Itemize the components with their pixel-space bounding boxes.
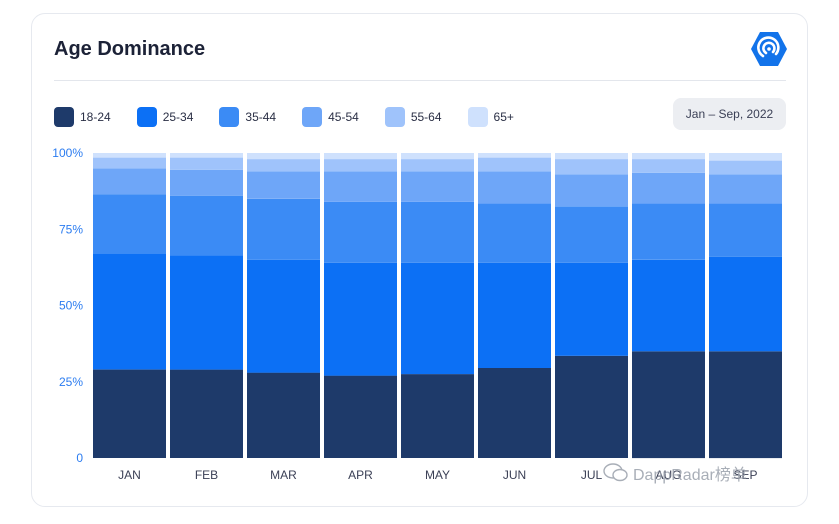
bar-segment-55-64-jan[interactable]: [93, 157, 166, 169]
bar-segment-45-54-jun[interactable]: [478, 171, 551, 204]
x-tick-label: APR: [348, 468, 373, 482]
bar-segment-25-34-sep[interactable]: [709, 256, 782, 352]
legend-swatch: [467, 107, 488, 127]
bar-segment-18-24-feb[interactable]: [170, 369, 243, 458]
bar-segment-35-44-feb[interactable]: [170, 195, 243, 256]
legend-item-65-plus[interactable]: 65+: [467, 107, 514, 127]
x-tick-label: JUN: [503, 468, 526, 482]
bar-segment-55-64-jun[interactable]: [478, 157, 551, 172]
bar-segment-45-54-jul[interactable]: [555, 174, 628, 207]
y-tick-label: 75%: [59, 222, 83, 236]
bar-segment-35-44-apr[interactable]: [324, 201, 397, 263]
bar-segment-45-54-mar[interactable]: [247, 171, 320, 199]
legend-label: 35-44: [245, 110, 277, 124]
legend-item-55-64[interactable]: 55-64: [384, 107, 442, 127]
bar-segment-35-44-jul[interactable]: [555, 206, 628, 263]
x-tick-label: MAY: [425, 468, 450, 482]
bar-segment-25-34-mar[interactable]: [247, 259, 320, 373]
bar-segment-18-24-apr[interactable]: [324, 375, 397, 458]
legend: 18-24 25-34 35-44 45-54 55-64 65+: [54, 106, 540, 128]
bar-segment-18-24-may[interactable]: [401, 374, 474, 458]
bar-segment-45-54-feb[interactable]: [170, 169, 243, 196]
dappradar-logo-icon: [751, 32, 787, 66]
bar-segment-65-plus-feb[interactable]: [170, 153, 243, 158]
bar-segment-65-plus-apr[interactable]: [324, 153, 397, 160]
bar-segment-55-64-feb[interactable]: [170, 157, 243, 170]
x-tick-label: JAN: [118, 468, 141, 482]
page-title: Age Dominance: [54, 38, 206, 60]
bar-segment-18-24-sep[interactable]: [709, 351, 782, 459]
legend-swatch: [136, 107, 157, 127]
bar-segment-45-54-jan[interactable]: [93, 168, 166, 195]
bar-segment-65-plus-jul[interactable]: [555, 153, 628, 160]
legend-label: 45-54: [328, 110, 359, 124]
x-tick-label: JUL: [581, 468, 603, 482]
legend-label: 18-24: [80, 110, 111, 124]
bar-segment-25-34-aug[interactable]: [632, 259, 705, 352]
bar-segment-35-44-jan[interactable]: [93, 194, 166, 254]
legend-swatch: [302, 107, 323, 127]
bar-segment-45-54-sep[interactable]: [709, 174, 782, 204]
bar-segment-65-plus-sep[interactable]: [709, 153, 782, 161]
bar-segment-18-24-aug[interactable]: [632, 351, 705, 459]
bar-segment-65-plus-mar[interactable]: [247, 153, 320, 160]
bar-segment-25-34-feb[interactable]: [170, 255, 243, 370]
legend-swatch: [54, 107, 74, 127]
legend-item-18-24[interactable]: 18-24: [54, 107, 111, 127]
bar-segment-45-54-aug[interactable]: [632, 172, 705, 204]
bar-segment-35-44-may[interactable]: [401, 201, 474, 263]
legend-swatch: [384, 107, 405, 127]
bar-segment-65-plus-jan[interactable]: [93, 153, 166, 158]
bar-segment-55-64-apr[interactable]: [324, 159, 397, 172]
legend-label: 55-64: [410, 110, 442, 124]
bar-segment-35-44-sep[interactable]: [709, 203, 782, 257]
legend-swatch: [219, 107, 240, 127]
bar-segment-55-64-sep[interactable]: [709, 160, 782, 175]
y-tick-label: 50%: [59, 299, 83, 313]
bar-segment-55-64-jul[interactable]: [555, 159, 628, 175]
bar-segment-45-54-may[interactable]: [401, 171, 474, 202]
bar-segment-35-44-jun[interactable]: [478, 203, 551, 263]
bar-segment-25-34-may[interactable]: [401, 262, 474, 375]
x-tick-label: MAR: [270, 468, 297, 482]
legend-label: 65+: [493, 110, 514, 124]
x-tick-label: SEP: [733, 468, 757, 482]
bar-segment-18-24-jan[interactable]: [93, 369, 166, 458]
bar-segment-45-54-apr[interactable]: [324, 171, 397, 202]
header-divider: [54, 80, 786, 81]
y-tick-label: 0: [76, 451, 83, 465]
legend-label: 25-34: [162, 110, 194, 124]
bar-segment-65-plus-aug[interactable]: [632, 153, 705, 160]
x-tick-label: AUG: [655, 468, 681, 482]
y-tick-label: 100%: [52, 146, 83, 160]
bar-segment-18-24-jul[interactable]: [555, 355, 628, 458]
bar-segment-65-plus-may[interactable]: [401, 153, 474, 160]
wechat-icon: [603, 463, 628, 482]
bar-segment-25-34-jul[interactable]: [555, 262, 628, 356]
legend-item-35-44[interactable]: 35-44: [219, 107, 276, 127]
x-tick-label: FEB: [195, 468, 218, 482]
legend-item-45-54[interactable]: 45-54: [302, 107, 359, 127]
bar-segment-35-44-mar[interactable]: [247, 198, 320, 260]
bar-segment-18-24-mar[interactable]: [247, 372, 320, 458]
bar-segment-55-64-may[interactable]: [401, 159, 474, 172]
watermark-text: DappRadar榜单: [633, 467, 747, 484]
bar-segment-25-34-jan[interactable]: [93, 253, 166, 370]
bar-segment-35-44-aug[interactable]: [632, 203, 705, 260]
bar-segment-18-24-jun[interactable]: [478, 368, 551, 458]
bar-segment-65-plus-jun[interactable]: [478, 153, 551, 158]
bar-segment-25-34-apr[interactable]: [324, 262, 397, 376]
bar-segment-55-64-aug[interactable]: [632, 159, 705, 173]
date-range-selector[interactable]: Jan – Sep, 2022: [673, 98, 786, 130]
bar-segment-25-34-jun[interactable]: [478, 262, 551, 368]
watermark: DappRadar榜单: [603, 461, 747, 485]
legend-item-25-34[interactable]: 25-34: [136, 107, 194, 127]
bar-segment-55-64-mar[interactable]: [247, 159, 320, 172]
y-tick-label: 25%: [59, 375, 83, 389]
